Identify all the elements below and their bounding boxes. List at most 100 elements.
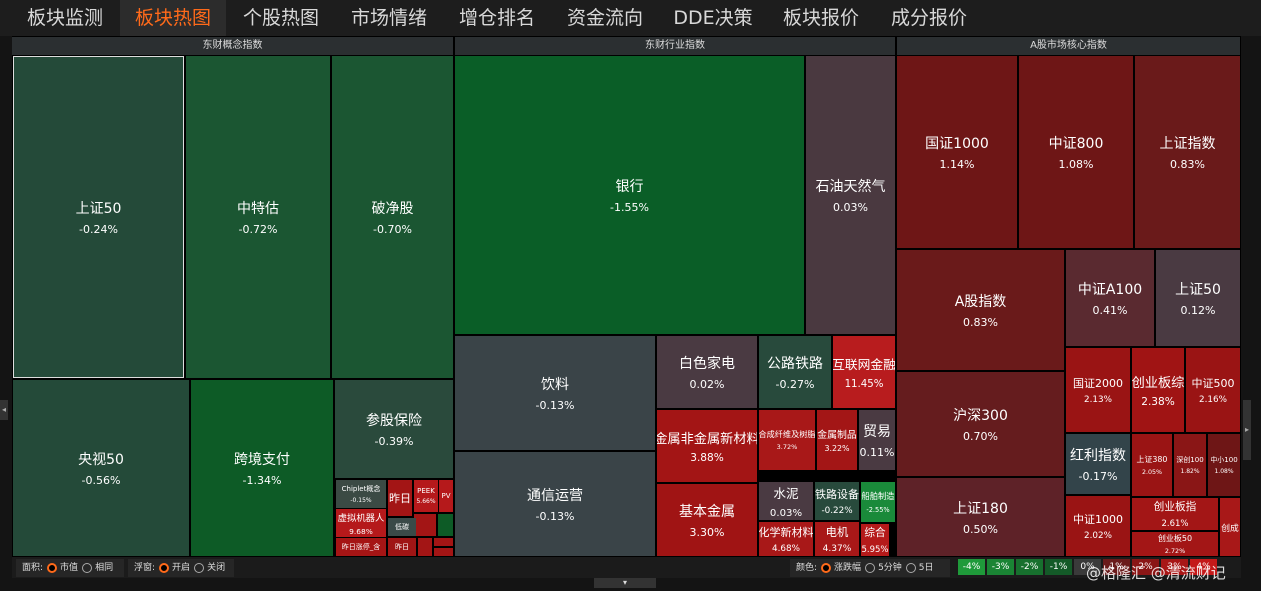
tile[interactable]: 水泥 0.03% bbox=[759, 482, 813, 520]
tile-name: 昨日 bbox=[389, 492, 411, 505]
option-text[interactable]: 5日 bbox=[918, 563, 934, 573]
tile[interactable]: 合成纤维及树脂 3.72% bbox=[759, 410, 815, 470]
tile[interactable]: 创业板50 2.72% bbox=[1132, 532, 1218, 556]
tab[interactable]: 市场情绪 bbox=[350, 7, 427, 29]
option-text[interactable]: 5分钟 bbox=[878, 563, 902, 573]
option-text[interactable]: 关闭 bbox=[207, 563, 226, 573]
tile[interactable]: 深创100 1.82% bbox=[1174, 434, 1206, 496]
tile[interactable]: 基本金属 3.30% bbox=[657, 484, 757, 556]
tile[interactable]: 互联网金融 11.45% bbox=[833, 336, 895, 408]
tab[interactable]: 增仓排名 bbox=[458, 7, 535, 29]
tile-name: 央视50 bbox=[78, 451, 124, 468]
tile[interactable]: 国证1000 1.14% bbox=[897, 56, 1017, 248]
tile[interactable]: 中特估 -0.72% bbox=[186, 56, 330, 378]
tab[interactable]: 板块热图 bbox=[120, 0, 226, 36]
option-text[interactable]: 涨跌幅 bbox=[834, 563, 862, 573]
option-label: 面积: bbox=[22, 563, 44, 573]
tab[interactable]: 资金流向 bbox=[566, 7, 643, 29]
tile[interactable]: 公路铁路 -0.27% bbox=[759, 336, 831, 408]
tile[interactable]: 跨境支付 -1.34% bbox=[191, 380, 333, 556]
tile[interactable]: PV bbox=[439, 480, 453, 512]
tab[interactable]: DDE决策 bbox=[673, 7, 753, 29]
tile[interactable]: 昨日涨停_含 bbox=[336, 538, 386, 556]
tile[interactable]: 上证380 2.05% bbox=[1132, 434, 1172, 496]
tile-change: -1.55% bbox=[610, 201, 649, 215]
tile[interactable]: 中证800 1.08% bbox=[1019, 56, 1133, 248]
tile[interactable]: 昨日 bbox=[388, 538, 416, 556]
tile[interactable]: 电机 4.37% bbox=[815, 522, 859, 556]
tile-name: 中证500 bbox=[1191, 376, 1235, 390]
tile-change: -0.39% bbox=[374, 435, 414, 449]
tile-name: PEEK bbox=[417, 487, 435, 496]
tile[interactable]: 国证2000 2.13% bbox=[1066, 348, 1130, 432]
tile[interactable]: 铁路设备 -0.22% bbox=[815, 482, 859, 520]
tile-change: 1.14% bbox=[939, 158, 975, 172]
tile bbox=[434, 538, 453, 546]
tile[interactable]: 中证1000 2.02% bbox=[1066, 496, 1130, 556]
tile[interactable]: 化学新材料 4.68% bbox=[759, 522, 813, 556]
tile[interactable]: 上证50 0.12% bbox=[1156, 250, 1240, 346]
tile[interactable]: 上证指数 0.83% bbox=[1135, 56, 1240, 248]
tile[interactable]: 石油天然气 0.03% bbox=[806, 56, 895, 334]
tile-change: 1.08% bbox=[1058, 158, 1094, 172]
tab[interactable]: 板块监测 bbox=[26, 7, 103, 29]
tile[interactable]: 白色家电 0.02% bbox=[657, 336, 757, 408]
tile[interactable]: 沪深300 0.70% bbox=[897, 372, 1064, 476]
scroll-right[interactable]: ▸ bbox=[1243, 400, 1251, 460]
tile[interactable]: 参股保险 -0.39% bbox=[335, 380, 453, 478]
tile[interactable]: 上证180 0.50% bbox=[897, 478, 1064, 556]
tile bbox=[438, 514, 453, 536]
tile[interactable]: PEEK 5.66% bbox=[414, 480, 438, 512]
tile-change: 0.12% bbox=[1180, 304, 1216, 318]
option-text[interactable]: 市值 bbox=[60, 563, 79, 573]
option-text[interactable]: 相同 bbox=[95, 563, 114, 573]
tile[interactable]: 中证500 2.16% bbox=[1186, 348, 1240, 432]
radio[interactable] bbox=[194, 562, 205, 573]
tile[interactable]: 创成 bbox=[1220, 498, 1240, 556]
tile-change: -0.17% bbox=[1078, 470, 1118, 484]
scroll-left[interactable]: ◂ bbox=[0, 400, 8, 420]
tile-name: 昨日涨停_含 bbox=[341, 543, 381, 551]
tile[interactable]: 央视50 -0.56% bbox=[13, 380, 189, 556]
tile-name: Chiplet概念 bbox=[341, 485, 381, 494]
tile[interactable]: 上证50 -0.24% bbox=[13, 56, 184, 378]
tile-change: 3.88% bbox=[690, 452, 724, 465]
tile[interactable]: 银行 -1.55% bbox=[455, 56, 804, 334]
radio[interactable] bbox=[905, 562, 916, 573]
expand-toggle[interactable]: ▾ bbox=[594, 578, 656, 588]
tile[interactable]: A股指数 0.83% bbox=[897, 250, 1064, 370]
radio[interactable] bbox=[865, 562, 876, 573]
tile[interactable]: 虚拟机器人 9.68% bbox=[336, 509, 386, 537]
tile[interactable]: 创业板指 2.61% bbox=[1132, 498, 1218, 530]
tab[interactable]: 板块报价 bbox=[782, 7, 859, 29]
tile[interactable]: 贸易 0.11% bbox=[859, 410, 895, 470]
tile-change: -0.24% bbox=[79, 223, 118, 237]
tile[interactable]: 金属制品 3.22% bbox=[817, 410, 857, 470]
tile[interactable]: 饮料 -0.13% bbox=[455, 336, 655, 450]
tab[interactable]: 成分报价 bbox=[890, 7, 967, 29]
tile-name: 通信运营 bbox=[527, 487, 583, 504]
tile-change: 0.03% bbox=[769, 507, 803, 519]
radio[interactable] bbox=[159, 562, 170, 573]
tile[interactable]: 创业板综 2.38% bbox=[1132, 348, 1184, 432]
tile[interactable]: 金属非金属新材料 3.88% bbox=[657, 410, 757, 482]
tile-change: 11.45% bbox=[844, 378, 884, 390]
radio[interactable] bbox=[821, 562, 832, 573]
legend-swatch: 1% bbox=[1103, 559, 1130, 575]
tile-name: 创成 bbox=[1221, 523, 1239, 534]
tile[interactable]: 昨日 bbox=[388, 480, 412, 516]
tile[interactable]: 综合 5.95% bbox=[861, 524, 889, 556]
tile[interactable]: 船舶制造 -2.55% bbox=[861, 482, 895, 522]
radio[interactable] bbox=[47, 562, 58, 573]
tile[interactable]: 破净股 -0.70% bbox=[332, 56, 453, 378]
tile[interactable]: 中证A100 0.41% bbox=[1066, 250, 1154, 346]
tile[interactable]: 中小100 1.08% bbox=[1208, 434, 1240, 496]
tile[interactable]: 通信运营 -0.13% bbox=[455, 452, 655, 556]
tile[interactable]: 红利指数 -0.17% bbox=[1066, 434, 1130, 494]
tile-name: 电机 bbox=[825, 524, 849, 539]
radio[interactable] bbox=[82, 562, 93, 573]
tile[interactable]: 低碳 bbox=[388, 518, 416, 536]
tab[interactable]: 个股热图 bbox=[242, 7, 319, 29]
option-text[interactable]: 开启 bbox=[172, 563, 191, 573]
tile[interactable]: Chiplet概念 -0.15% bbox=[336, 480, 386, 508]
